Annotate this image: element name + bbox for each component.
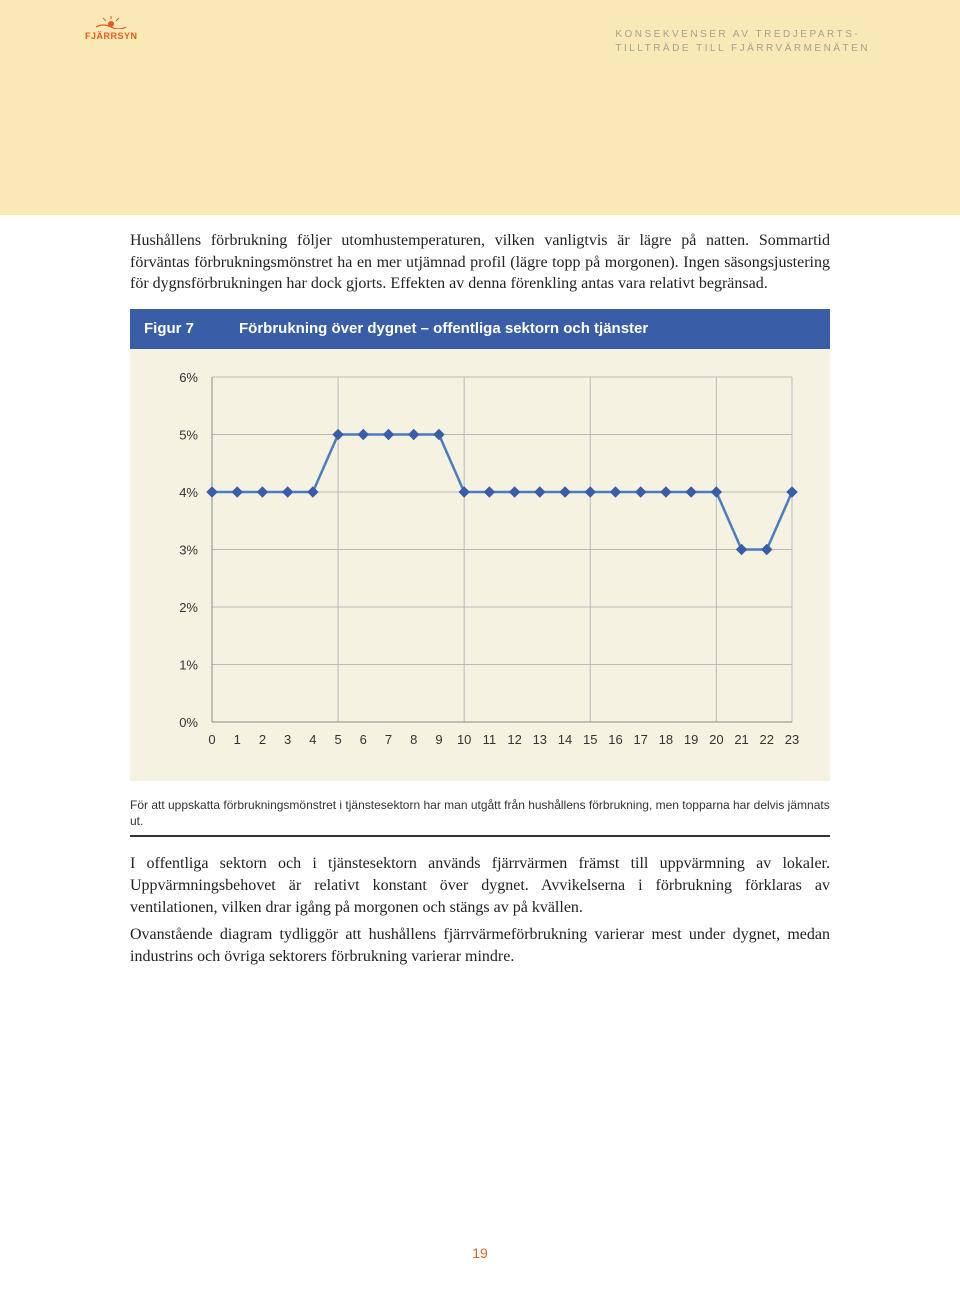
logo: FJÄRRSYN bbox=[85, 15, 138, 41]
chart-container: 0%1%2%3%4%5%6%01234567891011121314151617… bbox=[130, 349, 830, 781]
svg-text:9: 9 bbox=[435, 732, 442, 747]
logo-text: FJÄRRSYN bbox=[85, 31, 138, 41]
svg-text:0%: 0% bbox=[179, 715, 198, 730]
svg-text:23: 23 bbox=[785, 732, 799, 747]
svg-text:0: 0 bbox=[208, 732, 215, 747]
paragraph-1: Hushållens förbrukning följer utomhustem… bbox=[130, 230, 830, 295]
svg-text:2%: 2% bbox=[179, 600, 198, 615]
line-chart: 0%1%2%3%4%5%6%01234567891011121314151617… bbox=[156, 369, 806, 769]
svg-text:5: 5 bbox=[334, 732, 341, 747]
svg-text:3: 3 bbox=[284, 732, 291, 747]
svg-text:18: 18 bbox=[659, 732, 673, 747]
figure-title-text: Förbrukning över dygnet – offentliga sek… bbox=[239, 319, 648, 339]
svg-text:20: 20 bbox=[709, 732, 723, 747]
svg-text:1: 1 bbox=[234, 732, 241, 747]
svg-text:12: 12 bbox=[507, 732, 521, 747]
svg-text:19: 19 bbox=[684, 732, 698, 747]
header-line-1: KONSEKVENSER AV TREDJEPARTS- bbox=[615, 28, 870, 42]
svg-text:11: 11 bbox=[483, 732, 497, 747]
svg-text:21: 21 bbox=[734, 732, 748, 747]
svg-text:17: 17 bbox=[633, 732, 647, 747]
svg-text:3%: 3% bbox=[179, 543, 198, 558]
figure-label: Figur 7 bbox=[144, 319, 239, 339]
svg-text:14: 14 bbox=[558, 732, 572, 747]
svg-text:6: 6 bbox=[360, 732, 367, 747]
header-line-2: TILLTRÄDE TILL FJÄRRVÄRMENÄTEN bbox=[615, 42, 870, 56]
page-number: 19 bbox=[0, 1245, 960, 1261]
svg-text:8: 8 bbox=[410, 732, 417, 747]
svg-text:1%: 1% bbox=[179, 658, 198, 673]
svg-text:5%: 5% bbox=[179, 428, 198, 443]
svg-text:6%: 6% bbox=[179, 370, 198, 385]
paragraph-3: Ovanstående diagram tydliggör att hushål… bbox=[130, 924, 830, 967]
svg-text:15: 15 bbox=[583, 732, 597, 747]
svg-text:13: 13 bbox=[533, 732, 547, 747]
header-title: KONSEKVENSER AV TREDJEPARTS- TILLTRÄDE T… bbox=[615, 28, 870, 56]
svg-text:4%: 4% bbox=[179, 485, 198, 500]
paragraph-2: I offentliga sektorn och i tjänstesektor… bbox=[130, 853, 830, 918]
figure-caption: För att uppskatta förbrukningsmönstret i… bbox=[130, 797, 830, 837]
svg-text:10: 10 bbox=[457, 732, 471, 747]
svg-text:4: 4 bbox=[309, 732, 316, 747]
figure-title-bar: Figur 7 Förbrukning över dygnet – offent… bbox=[130, 309, 830, 349]
svg-text:16: 16 bbox=[608, 732, 622, 747]
svg-text:7: 7 bbox=[385, 732, 392, 747]
svg-text:22: 22 bbox=[760, 732, 774, 747]
svg-text:2: 2 bbox=[259, 732, 266, 747]
page-content: Hushållens förbrukning följer utomhustem… bbox=[130, 230, 830, 973]
